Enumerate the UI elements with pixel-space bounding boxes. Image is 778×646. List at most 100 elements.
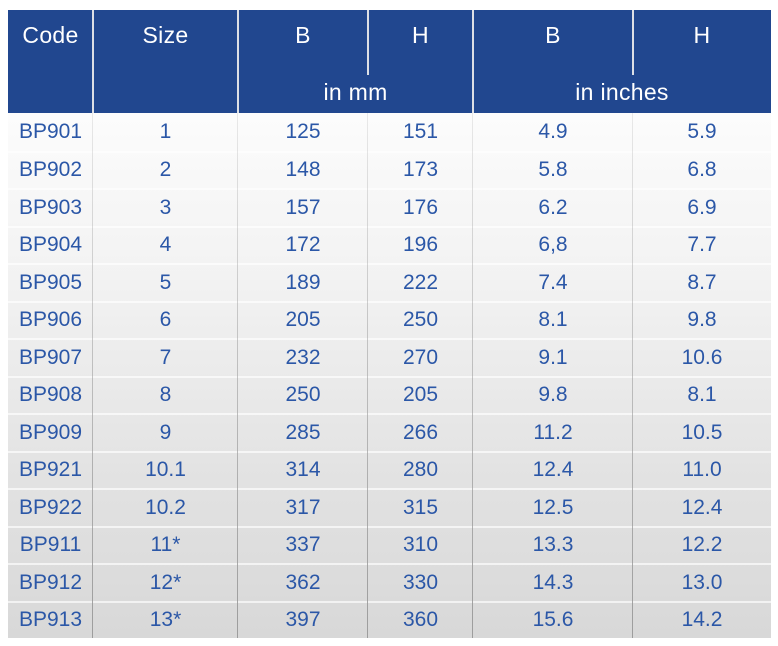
cell-code: BP907	[18, 345, 83, 369]
cell-b-inches: 9.8	[538, 383, 568, 407]
cell-size: 2	[159, 158, 172, 182]
cell-code: BP901	[18, 119, 83, 143]
cell-b-mm: 285	[285, 420, 321, 444]
column-separator	[92, 113, 93, 638]
cell-h-inches: 10.5	[681, 420, 723, 444]
cell-h-mm: 151	[402, 119, 439, 143]
cell-b-inches: 8.1	[538, 308, 568, 332]
header-cell-code: Code	[22, 22, 79, 48]
cell-b-mm: 397	[285, 608, 321, 632]
cell-h-mm: 173	[402, 158, 439, 182]
cell-b-mm: 232	[285, 345, 321, 369]
column-separator	[367, 113, 368, 638]
cell-h-inches: 11.0	[682, 458, 722, 482]
table-row: BP922 10.2 317 315 12.5 12.4	[8, 488, 771, 526]
cell-code: BP905	[18, 270, 83, 294]
cell-h-inches: 10.6	[681, 345, 723, 369]
cell-b-mm: 337	[285, 533, 321, 557]
cell-h-mm: 196	[402, 233, 439, 257]
header-row-columns: Code Size B H B H	[8, 10, 771, 75]
cell-b-mm: 189	[285, 270, 321, 294]
cell-size: 13*	[149, 608, 182, 632]
cell-size: 4	[159, 233, 172, 257]
cell-h-inches: 6.9	[687, 195, 717, 219]
cell-b-inches: 13.3	[532, 533, 574, 557]
cell-h-mm: 315	[402, 495, 439, 519]
cell-size: 9	[159, 420, 172, 444]
cell-b-inches: 14.3	[532, 570, 574, 594]
cell-b-mm: 205	[285, 308, 321, 332]
header-separator	[472, 10, 474, 113]
cell-b-mm: 172	[285, 233, 321, 257]
cell-b-inches: 6,8	[538, 233, 568, 257]
cell-b-mm: 250	[285, 383, 321, 407]
header-cell-b-mm: B	[295, 22, 311, 48]
cell-code: BP909	[18, 420, 83, 444]
column-separator	[472, 113, 473, 638]
cell-code: BP922	[18, 495, 83, 519]
table-row: BP902 2 148 173 5.8 6.8	[8, 150, 771, 189]
table-row: BP907 7 232 270 9.1 10.6	[8, 338, 771, 376]
cell-h-inches: 12.2	[681, 533, 723, 557]
cell-b-inches: 4.9	[538, 119, 568, 143]
cell-size: 5	[159, 270, 172, 294]
header-separator	[367, 10, 369, 75]
cell-b-mm: 148	[285, 158, 321, 182]
cell-h-mm: 205	[402, 383, 439, 407]
cell-code: BP906	[18, 308, 83, 332]
header-row-units: in mm in inches	[8, 75, 771, 113]
cell-size: 6	[159, 308, 172, 332]
cell-h-inches: 13.0	[681, 570, 723, 594]
cell-h-inches: 6.8	[687, 158, 717, 182]
cell-code: BP904	[18, 233, 83, 257]
table-row: BP909 9 285 266 11.2 10.5	[8, 413, 771, 451]
cell-b-mm: 157	[285, 195, 321, 219]
cell-b-inches: 12.5	[532, 495, 574, 519]
cell-h-mm: 330	[402, 570, 439, 594]
unit-spacer-size	[93, 75, 238, 113]
unit-group-inches: in inches	[575, 79, 669, 105]
header-cell-size: Size	[142, 22, 189, 48]
cell-size: 8	[159, 383, 172, 407]
cell-b-inches: 7.4	[538, 270, 568, 294]
table-body: BP901 1 125 151 4.9 5.9 BP902 2 148 173 …	[8, 113, 771, 638]
header-cell-b-inches: B	[545, 22, 561, 48]
unit-group-mm: in mm	[323, 79, 388, 105]
cell-h-mm: 222	[402, 270, 439, 294]
cell-size: 10.1	[145, 458, 186, 482]
cell-h-mm: 310	[402, 533, 439, 557]
cell-h-mm: 176	[402, 195, 439, 219]
cell-b-inches: 6.2	[538, 195, 568, 219]
header-separator	[632, 10, 634, 75]
cell-size: 7	[159, 345, 172, 369]
header-separator	[92, 10, 94, 113]
cell-h-mm: 280	[402, 458, 439, 482]
cell-h-inches: 12.4	[681, 495, 723, 519]
cell-size: 1	[159, 119, 172, 143]
table-row: BP908 8 250 205 9.8 8.1	[8, 375, 771, 414]
cell-b-inches: 11.2	[533, 420, 573, 444]
cell-b-mm: 362	[285, 570, 321, 594]
table-row: BP911 11* 337 310 13.3 12.2	[8, 525, 771, 564]
cell-h-inches: 8.7	[687, 270, 717, 294]
table-row: BP901 1 125 151 4.9 5.9	[8, 113, 771, 151]
cell-b-inches: 9.1	[538, 345, 568, 369]
cell-h-inches: 7.7	[687, 233, 717, 257]
cell-code: BP913	[18, 608, 83, 632]
cell-size: 12*	[149, 570, 182, 594]
cell-code: BP921	[18, 458, 83, 482]
table-header: Code Size B H B H in mm in inches	[8, 10, 771, 113]
cell-code: BP911	[19, 533, 82, 557]
cell-h-mm: 250	[402, 308, 439, 332]
table-row: BP912 12* 362 330 14.3 13.0	[8, 563, 771, 601]
cell-h-inches: 14.2	[681, 608, 723, 632]
cell-size: 10.2	[145, 495, 186, 519]
header-cell-h-inches: H	[693, 22, 711, 48]
cell-h-inches: 9.8	[687, 308, 717, 332]
cell-b-inches: 15.6	[532, 608, 574, 632]
table-row: BP903 3 157 176 6.2 6.9	[8, 188, 771, 226]
table-row: BP906 6 205 250 8.1 9.8	[8, 300, 771, 339]
cell-h-mm: 360	[402, 608, 439, 632]
cell-b-mm: 125	[285, 119, 321, 143]
header-cell-h-mm: H	[412, 22, 429, 48]
